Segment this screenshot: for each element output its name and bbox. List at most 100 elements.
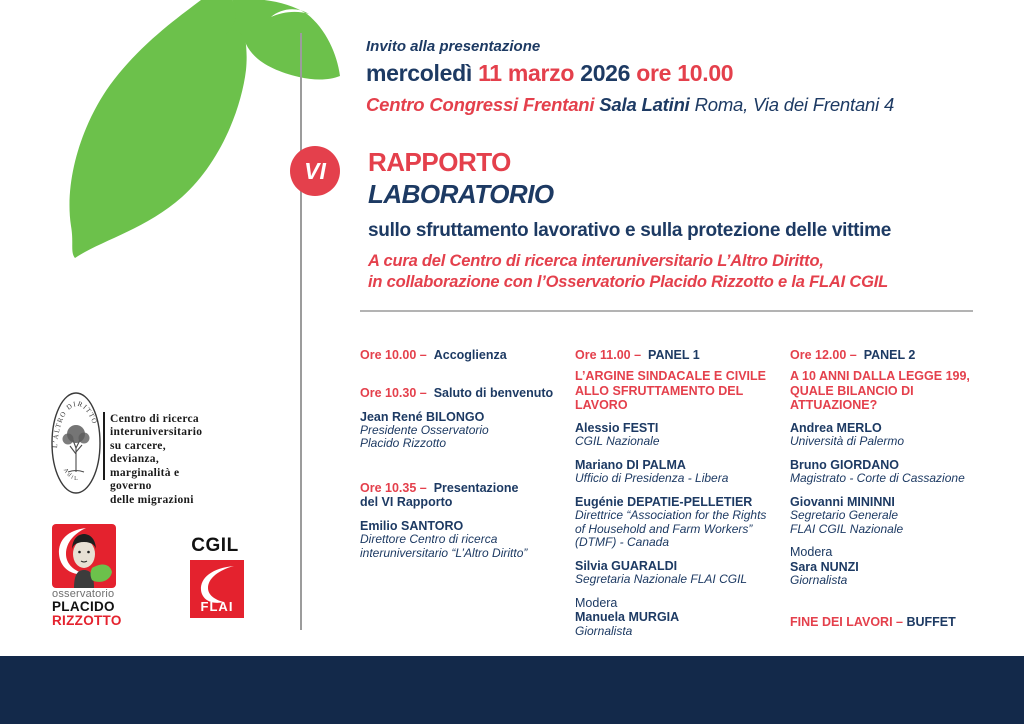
placido-rizzotto-wordmark: osservatorio PLACIDO RIZZOTTO bbox=[52, 588, 122, 628]
venue-address: Roma, Via dei Frentani 4 bbox=[694, 94, 895, 115]
slot-time: Ore 10.35 – bbox=[360, 481, 427, 496]
speaker-name: Giovanni MININNI bbox=[790, 494, 895, 509]
moderator-role: Giornalista bbox=[575, 623, 633, 638]
venue-room: Sala Latini bbox=[599, 94, 690, 115]
slot-time: Ore 12.00 – bbox=[790, 348, 857, 362]
title-laboratorio: LABORATORIO bbox=[368, 179, 554, 209]
speaker: Andrea MERLO Università di Palermo bbox=[790, 421, 980, 449]
speaker-name: Bruno GIORDANO bbox=[790, 457, 900, 472]
title-subtitle: sullo sfruttamento lavorativo e sulla pr… bbox=[368, 220, 892, 241]
placido-line-rizzotto: RIZZOTTO bbox=[52, 612, 122, 628]
sprout-leaf-illustration bbox=[69, 0, 340, 258]
slot-title: PANEL 1 bbox=[648, 348, 700, 362]
speaker-name: Eugénie DEPATIE-PELLETIER bbox=[575, 494, 753, 509]
program-column-3: Ore 12.00 – PANEL 2 A 10 ANNI DALLA LEGGE… bbox=[790, 348, 980, 629]
closing-line: FINE DEI LAVORI – BUFFET bbox=[790, 615, 980, 629]
speaker-role: CGIL Nazionale bbox=[575, 434, 660, 449]
panel-1-title: L’ARGINE SINDACALE E CIVILE ALLO SFRUTTA… bbox=[575, 369, 766, 412]
speaker: Emilio SANTORO Direttore Centro di ricer… bbox=[360, 519, 568, 561]
flai-logo: FLAI bbox=[190, 560, 244, 618]
placido-line-osservatorio: osservatorio bbox=[52, 588, 115, 600]
flai-swoosh-icon bbox=[200, 566, 234, 603]
panel-2-title: A 10 ANNI DALLA LEGGE 199, QUALE BILANCI… bbox=[790, 369, 970, 412]
cgil-wordmark: CGIL bbox=[191, 535, 239, 556]
speaker-role: Ufficio di Presidenza - Libera bbox=[575, 471, 729, 486]
closing-buffet: BUFFET bbox=[906, 614, 956, 629]
curated-by-line-2: in collaborazione con l’Osservatorio Pla… bbox=[368, 273, 888, 291]
slot-time: Ore 11.00 – bbox=[575, 348, 642, 362]
date-time: ore 10.00 bbox=[636, 60, 734, 86]
speaker-role: Segretaria Nazionale FLAI CGIL bbox=[575, 572, 748, 587]
header-invito: Invito alla presentazione bbox=[366, 38, 541, 55]
edition-badge-label: VI bbox=[304, 157, 326, 184]
speaker: Jean René BILONGO Presidente Osservatori… bbox=[360, 410, 568, 452]
altro-diritto-description: Centro di ricerca interuniversitario su … bbox=[110, 413, 203, 506]
slot-panel-2: Ore 12.00 – PANEL 2 bbox=[790, 348, 980, 362]
altro-diritto-logo: L’ALTRO DIRITTO AdiL bbox=[51, 392, 101, 494]
spacer bbox=[360, 451, 568, 481]
placido-leaf-icon bbox=[90, 564, 112, 582]
moderator-label: Modera bbox=[575, 596, 618, 611]
big-leaf-icon bbox=[69, 0, 247, 258]
title-rapporto: RAPPORTO bbox=[368, 147, 511, 177]
flai-label: FLAI bbox=[201, 599, 234, 614]
speaker: Eugénie DEPATIE-PELLETIER Direttrice “As… bbox=[575, 495, 783, 550]
spacer bbox=[360, 362, 568, 386]
speaker: Bruno GIORDANO Magistrato - Corte di Cas… bbox=[790, 458, 980, 486]
placido-line-placido: PLACIDO bbox=[52, 599, 115, 614]
slot-title: Accoglienza bbox=[433, 348, 507, 362]
slot-time: Ore 10.30 – bbox=[360, 386, 427, 401]
slot-title: Presentazione del VI Rapporto bbox=[360, 481, 519, 510]
header-venue: Centro Congressi Frentani Sala Latini Ro… bbox=[366, 94, 894, 116]
speaker: Alessio FESTI CGIL Nazionale bbox=[575, 421, 783, 449]
flai-logo-square bbox=[190, 560, 244, 618]
slot-title: Saluto di benvenuto bbox=[433, 386, 554, 401]
speaker-name: Alessio FESTI bbox=[575, 421, 659, 435]
moderator-name: Sara NUNZI bbox=[790, 559, 859, 574]
speaker-role: Direttore Centro di ricerca interunivers… bbox=[360, 531, 528, 560]
tree-icon bbox=[62, 425, 90, 473]
speaker-name: Silvia GUARALDI bbox=[575, 559, 678, 574]
slot-presentazione: Ore 10.35 – Presentazione del VI Rapporto bbox=[360, 481, 568, 510]
footer-bar bbox=[0, 656, 1024, 724]
date-day-month: 11 marzo bbox=[478, 60, 575, 86]
placido-rizzotto-portrait bbox=[72, 534, 96, 588]
small-leaf-icon bbox=[226, 0, 340, 80]
moderator: Modera Manuela MURGIA Giornalista bbox=[575, 596, 783, 638]
slot-accoglienza: Ore 10.00 – Accoglienza bbox=[360, 348, 568, 362]
speaker: Giovanni MININNI Segretario Generale FLA… bbox=[790, 495, 980, 537]
slot-panel-1: Ore 11.00 – PANEL 1 bbox=[575, 348, 783, 362]
program-column-1: Ore 10.00 – Accoglienza Ore 10.30 – Saluto… bbox=[360, 348, 568, 560]
speaker-role: Università di Palermo bbox=[790, 434, 905, 449]
closing-fine-lavori: FINE DEI LAVORI – bbox=[790, 614, 903, 629]
speaker-name: Jean René BILONGO bbox=[360, 409, 485, 424]
edition-badge: VI bbox=[290, 146, 340, 196]
speaker-name: Andrea MERLO bbox=[790, 421, 882, 435]
moderator: Modera Sara NUNZI Giornalista bbox=[790, 545, 980, 587]
date-weekday: mercoledì bbox=[366, 60, 472, 86]
curated-by-line-1: A cura del Centro di ricerca interuniver… bbox=[368, 252, 824, 270]
speaker-name: Mariano DI PALMA bbox=[575, 457, 686, 472]
placido-swoosh-icon bbox=[58, 528, 86, 575]
date-year: 2026 bbox=[580, 60, 631, 86]
speaker-role: Presidente Osservatorio Placido Rizzotto bbox=[360, 422, 489, 451]
slot-time: Ore 10.00 – bbox=[360, 348, 427, 362]
slot-saluto: Ore 10.30 – Saluto di benvenuto bbox=[360, 386, 568, 400]
placido-rizzotto-logo bbox=[52, 524, 116, 588]
speaker: Silvia GUARALDI Segretaria Nazionale FLA… bbox=[575, 559, 783, 587]
horizontal-divider bbox=[360, 310, 973, 312]
slot-title: PANEL 2 bbox=[863, 348, 916, 362]
speaker-name: Emilio SANTORO bbox=[360, 518, 464, 533]
moderator-role: Giornalista bbox=[790, 572, 848, 587]
speaker: Mariano DI PALMA Ufficio di Presidenza -… bbox=[575, 458, 783, 486]
vertical-rule bbox=[300, 33, 302, 630]
speaker-role: Magistrato - Corte di Cassazione bbox=[790, 471, 965, 486]
moderator-name: Manuela MURGIA bbox=[575, 610, 680, 625]
speaker-role: Segretario Generale FLAI CGIL Nazionale bbox=[790, 508, 904, 536]
venue-center: Centro Congressi Frentani bbox=[366, 94, 595, 115]
program-column-2: Ore 11.00 – PANEL 1 L’ARGINE SINDACALE E … bbox=[575, 348, 783, 638]
moderator-label: Modera bbox=[790, 545, 833, 560]
speaker-role: Direttrice “Association for the Rights o… bbox=[575, 508, 767, 550]
header-dateline: mercoledì 11 marzo 2026 ore 10.00 bbox=[366, 60, 734, 87]
